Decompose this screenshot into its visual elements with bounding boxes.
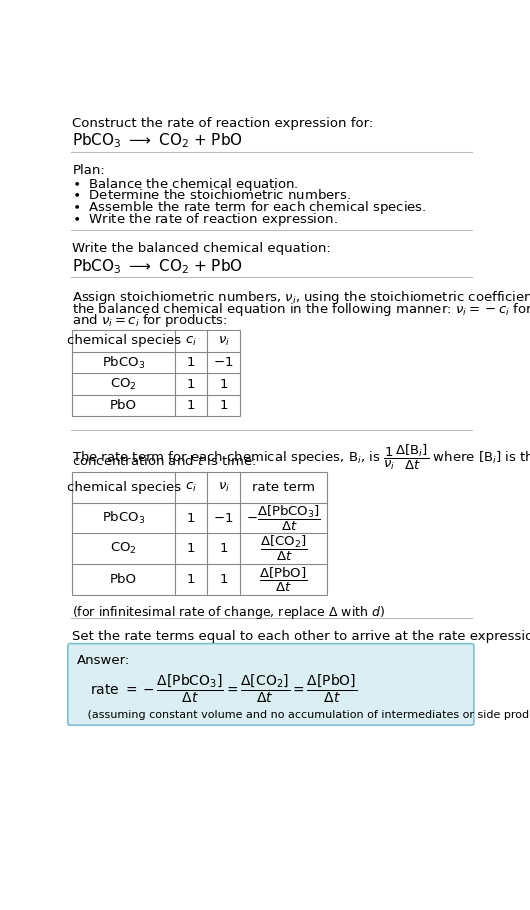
Text: 1: 1	[219, 542, 228, 555]
Text: 1: 1	[219, 573, 228, 586]
Text: Write the balanced chemical equation:: Write the balanced chemical equation:	[73, 242, 331, 256]
Text: 1: 1	[187, 356, 195, 369]
Text: PbCO$_3$ $\longrightarrow$ CO$_2$ + PbO: PbCO$_3$ $\longrightarrow$ CO$_2$ + PbO	[73, 257, 243, 276]
Text: Set the rate terms equal to each other to arrive at the rate expression:: Set the rate terms equal to each other t…	[73, 631, 530, 643]
Text: concentration and $t$ is time:: concentration and $t$ is time:	[73, 454, 257, 468]
Text: chemical species: chemical species	[67, 335, 181, 348]
Text: 1: 1	[187, 542, 195, 555]
Text: 1: 1	[219, 399, 228, 412]
FancyBboxPatch shape	[68, 643, 474, 725]
Text: (for infinitesimal rate of change, replace $\Delta$ with $d$): (for infinitesimal rate of change, repla…	[73, 604, 385, 622]
Text: $\nu_i$: $\nu_i$	[218, 480, 229, 494]
Text: Construct the rate of reaction expression for:: Construct the rate of reaction expressio…	[73, 116, 374, 130]
Text: PbO: PbO	[110, 399, 137, 412]
Text: $\bullet$  Assemble the rate term for each chemical species.: $\bullet$ Assemble the rate term for eac…	[73, 199, 427, 217]
Text: CO$_2$: CO$_2$	[110, 377, 137, 391]
Text: $\dfrac{\Delta[\mathrm{PbO}]}{\Delta t}$: $\dfrac{\Delta[\mathrm{PbO}]}{\Delta t}$	[259, 566, 307, 593]
Text: $\dfrac{\Delta[\mathrm{CO_2}]}{\Delta t}$: $\dfrac{\Delta[\mathrm{CO_2}]}{\Delta t}…	[260, 534, 307, 563]
Text: $-$1: $-$1	[214, 511, 234, 524]
Text: 1: 1	[219, 378, 228, 390]
Text: Answer:: Answer:	[77, 653, 130, 667]
Text: $\bullet$  Write the rate of reaction expression.: $\bullet$ Write the rate of reaction exp…	[73, 211, 338, 228]
Text: The rate term for each chemical species, B$_i$, is $\dfrac{1}{\nu_i}\dfrac{\Delt: The rate term for each chemical species,…	[73, 442, 530, 472]
Text: rate $= -\dfrac{\Delta[\mathrm{PbCO_3}]}{\Delta t} = \dfrac{\Delta[\mathrm{CO_2}: rate $= -\dfrac{\Delta[\mathrm{PbCO_3}]}…	[77, 672, 357, 705]
Text: PbO: PbO	[110, 573, 137, 586]
Text: Plan:: Plan:	[73, 164, 105, 177]
Text: $-\dfrac{\Delta[\mathrm{PbCO_3}]}{\Delta t}$: $-\dfrac{\Delta[\mathrm{PbCO_3}]}{\Delta…	[246, 503, 321, 532]
Text: and $\nu_i = c_i$ for products:: and $\nu_i = c_i$ for products:	[73, 312, 228, 329]
Text: 1: 1	[187, 378, 195, 390]
Bar	[73, 330, 240, 417]
Text: 1: 1	[187, 573, 195, 586]
Text: $\bullet$  Determine the stoichiometric numbers.: $\bullet$ Determine the stoichiometric n…	[73, 187, 351, 202]
Text: Assign stoichiometric numbers, $\nu_i$, using the stoichiometric coefficients, $: Assign stoichiometric numbers, $\nu_i$, …	[73, 289, 530, 307]
Text: $\nu_i$: $\nu_i$	[218, 334, 229, 348]
Text: CO$_2$: CO$_2$	[110, 541, 137, 556]
Text: $\bullet$  Balance the chemical equation.: $\bullet$ Balance the chemical equation.	[73, 177, 299, 193]
Text: rate term: rate term	[252, 480, 315, 494]
Text: $c_i$: $c_i$	[185, 480, 197, 494]
Text: $c_i$: $c_i$	[185, 334, 197, 348]
Text: chemical species: chemical species	[67, 480, 181, 494]
Text: PbCO$_3$ $\longrightarrow$ CO$_2$ + PbO: PbCO$_3$ $\longrightarrow$ CO$_2$ + PbO	[73, 132, 243, 150]
Text: 1: 1	[187, 399, 195, 412]
Text: the balanced chemical equation in the following manner: $\nu_i = -c_i$ for react: the balanced chemical equation in the fo…	[73, 301, 530, 318]
Bar	[73, 472, 326, 595]
Text: 1: 1	[187, 511, 195, 524]
Text: PbCO$_3$: PbCO$_3$	[102, 355, 145, 370]
Text: $-$1: $-$1	[214, 356, 234, 369]
Text: PbCO$_3$: PbCO$_3$	[102, 510, 145, 526]
Text: (assuming constant volume and no accumulation of intermediates or side products): (assuming constant volume and no accumul…	[77, 710, 530, 720]
